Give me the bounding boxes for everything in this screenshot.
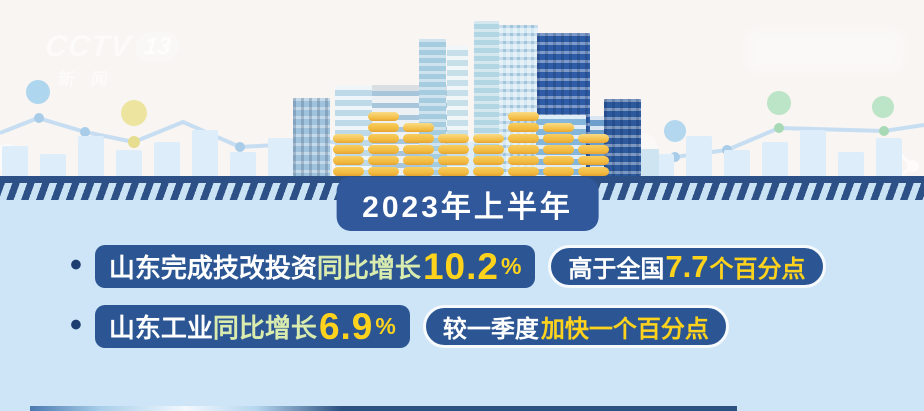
coin-icon [333, 134, 364, 143]
bullet-icon: • [70, 305, 82, 344]
building [447, 46, 468, 176]
coin-icon [508, 112, 539, 121]
stat-row-industry: • 山东工业 同比增长 6.9 % 较一季度 加快一个百分点 [70, 305, 729, 348]
coin-icon [333, 156, 364, 165]
stat-measure: 同比增长 [212, 313, 317, 343]
lower-third-bar [30, 406, 737, 411]
comparison-badge: 较一季度 加快一个百分点 [422, 305, 729, 348]
coin-icon [508, 156, 539, 165]
coin-stack [473, 132, 504, 176]
building [641, 149, 659, 176]
cctv-logo-text: CCTV [43, 30, 133, 63]
coin-icon [543, 134, 574, 143]
badge-prefix: 高于全国 [568, 256, 665, 283]
coin-icon [368, 123, 399, 132]
coin-icon [403, 156, 434, 165]
badge-suffix: 个百分点 [709, 256, 806, 283]
balloon-icon [767, 91, 791, 115]
badge-value: 7.7 [665, 249, 709, 284]
stat-box: 山东工业 同比增长 6.9 % [94, 305, 410, 348]
stat-row-tech-investment: • 山东完成技改投资 同比增长 10.2 % 高于全国 7.7 个百分点 [70, 245, 826, 288]
coin-icon [578, 145, 609, 154]
coin-icon [543, 145, 574, 154]
coin-icon [578, 156, 609, 165]
coin-icon [508, 123, 539, 132]
coin-stack [333, 132, 364, 176]
bullet-icon: • [70, 245, 82, 284]
period-banner: 2023年上半年 [336, 177, 599, 231]
stat-subject: 山东工业 [108, 313, 213, 343]
coin-icon [368, 167, 399, 176]
coin-icon [438, 134, 469, 143]
coin-icon [368, 134, 399, 143]
coin-icon [368, 145, 399, 154]
coin-icon [473, 134, 504, 143]
coin-stack [578, 132, 609, 176]
channel-number-badge: 13 [133, 32, 182, 62]
stat-unit: % [500, 253, 522, 279]
coin-icon [473, 167, 504, 176]
coin-icon [333, 145, 364, 154]
coin-icon [543, 156, 574, 165]
coin-icon [438, 156, 469, 165]
coin-icon [333, 167, 364, 176]
building [604, 99, 641, 176]
building [293, 98, 330, 176]
period-banner-title: 2023年上半年 [362, 191, 573, 224]
coin-icon [543, 123, 574, 132]
coin-icon [368, 156, 399, 165]
faint-watermark [745, 28, 905, 74]
coin-icon [508, 167, 539, 176]
coin-icon [578, 134, 609, 143]
coin-stack [543, 121, 574, 176]
balloon-icon [872, 96, 894, 118]
stat-unit: % [375, 313, 396, 339]
coin-stack [438, 132, 469, 176]
coin-icon [473, 156, 504, 165]
coin-stack [368, 110, 399, 176]
balloon-icon [121, 100, 147, 126]
coin-stack [403, 121, 434, 176]
coin-icon [473, 145, 504, 154]
coin-icon [543, 167, 574, 176]
cctv-13-logo: CCTV 13 新闻 [41, 30, 182, 90]
coin-icon [508, 134, 539, 143]
coin-icon [578, 167, 609, 176]
balloon-icon [26, 80, 50, 104]
coin-icon [403, 145, 434, 154]
balloon-icon [664, 120, 686, 142]
stat-box: 山东完成技改投资 同比增长 10.2 % [94, 245, 536, 288]
channel-subtitle: 新闻 [56, 70, 125, 89]
stat-value: 10.2 [422, 246, 499, 287]
comparison-badge: 高于全国 7.7 个百分点 [548, 245, 826, 288]
coin-icon [438, 167, 469, 176]
stat-value: 6.9 [318, 306, 374, 347]
stat-subject: 山东完成技改投资 [108, 253, 317, 283]
coin-icon [508, 145, 539, 154]
badge-prefix: 较一季度 [442, 316, 539, 343]
coin-icon [403, 123, 434, 132]
stat-measure: 同比增长 [316, 253, 421, 283]
coin-icon [368, 112, 399, 121]
coin-icon [403, 167, 434, 176]
coin-icon [403, 134, 434, 143]
coin-stack [508, 110, 539, 176]
coin-stacks [333, 110, 609, 176]
badge-suffix: 加快一个百分点 [540, 316, 709, 343]
coin-icon [438, 145, 469, 154]
